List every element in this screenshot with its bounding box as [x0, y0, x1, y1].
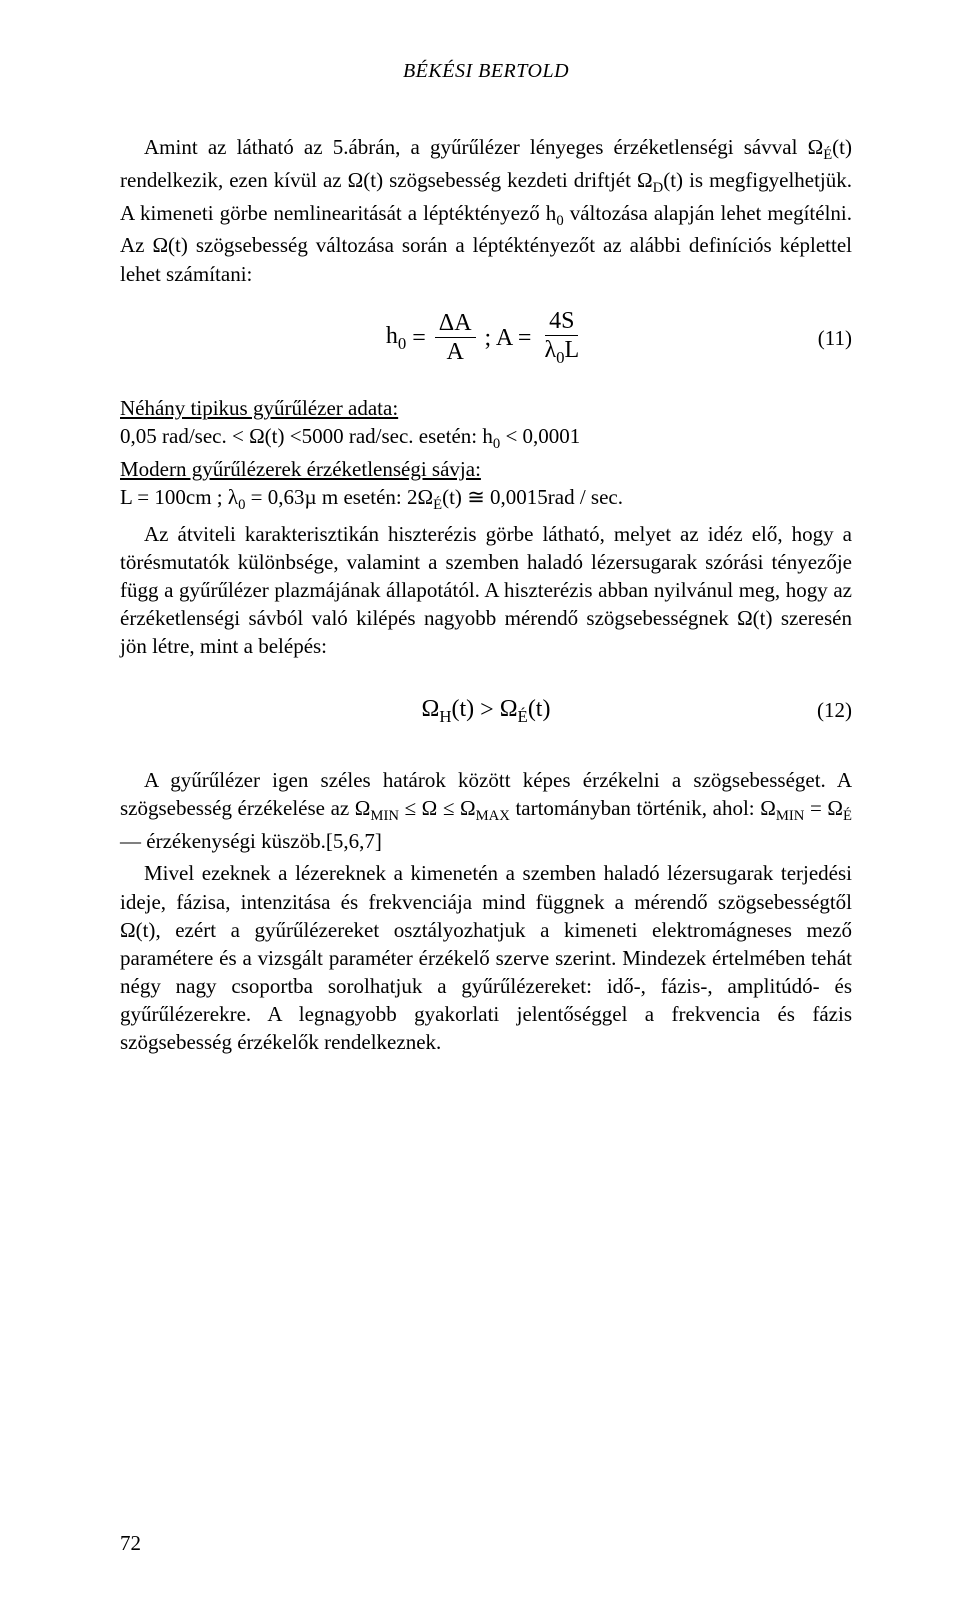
math-inline: ΩMAX: [460, 796, 510, 820]
paragraph-5: Mivel ezeknek a lézereknek a kimenetén a…: [120, 859, 852, 1056]
text: ≤ Ω ≤: [399, 796, 460, 820]
paragraph-4: A gyűrűlézer igen széles határok között …: [120, 766, 852, 855]
text: rendelkezik, ezen kívül az: [120, 168, 348, 192]
text: µ m: [305, 485, 339, 509]
text: — érzékenységi küszöb.[5,6,7]: [120, 829, 382, 853]
equation-11-content: h0 = ΔA A ; A = 4S λ0L: [386, 309, 586, 367]
math-inline: Ω(t): [152, 233, 187, 257]
math-inline: Ω(t): [120, 918, 155, 942]
text: szögsebesség változása során a léptéktén…: [120, 233, 852, 285]
math-inline: Ω(t): [737, 606, 772, 630]
text: (t): [442, 485, 462, 509]
paragraph-1: Amint az látható az 5.ábrán, a gyűrűléze…: [120, 133, 852, 288]
math-inline: λ0: [228, 485, 246, 509]
text: =: [804, 796, 827, 820]
underline-heading: Modern gyűrűlézerek érzéketlenségi sávja…: [120, 457, 481, 481]
paragraph-3: Az átviteli karakterisztikán hiszterézis…: [120, 520, 852, 661]
fraction: ΔA A: [435, 311, 476, 364]
subscript: 0: [556, 213, 563, 229]
page-number: 72: [120, 1529, 141, 1557]
text: 0,05 rad/sec. <: [120, 424, 249, 448]
fraction: 4S λ0L: [540, 309, 583, 367]
page: BÉKÉSI BERTOLD Amint az látható az 5.ábr…: [0, 0, 960, 1597]
math-inline: ΩMIN: [760, 796, 804, 820]
text: tartományban történik, ahol:: [510, 796, 760, 820]
text: szögsebesség kezdeti driftjét: [383, 168, 637, 192]
equation-12: ΩH(t) > ΩÉ(t) (12): [120, 680, 852, 740]
text: L = 100cm ;: [120, 485, 228, 509]
math-inline: Ω(t): [348, 168, 383, 192]
math-inline: Ω(t): [249, 424, 284, 448]
math-inline: ΩD(t): [637, 168, 683, 192]
equation-11: h0 = ΔA A ; A = 4S λ0L (11): [120, 308, 852, 368]
text: esetén: 2Ω: [338, 485, 433, 509]
text: < 0,0001: [500, 424, 580, 448]
equation-number: (11): [818, 324, 852, 352]
math-inline: ΩMIN: [355, 796, 399, 820]
equation-number: (12): [817, 696, 852, 724]
running-head: BÉKÉSI BERTOLD: [120, 58, 852, 85]
subscript: É: [433, 497, 442, 513]
text: ≅ 0,0015rad / sec.: [462, 485, 623, 509]
text: Mivel ezeknek a lézereknek a kimenetén a…: [120, 861, 852, 913]
underline-heading: Néhány tipikus gyűrűlézer adata:: [120, 396, 398, 420]
text: , ezért a gyűrűlézereket osztályozhatjuk…: [120, 918, 852, 1055]
paragraph-2: Néhány tipikus gyűrűlézer adata: 0,05 ra…: [120, 394, 852, 516]
text: Amint az látható az 5.ábrán, a gyűrűléze…: [144, 135, 808, 159]
text: = 0,63: [245, 485, 304, 509]
math-inline: ΩÉ: [827, 796, 852, 820]
text: <5000 rad/sec. esetén: h: [285, 424, 493, 448]
equation-12-content: ΩH(t) > ΩÉ(t): [422, 693, 551, 728]
math-inline: ΩÉ(t): [808, 135, 852, 159]
